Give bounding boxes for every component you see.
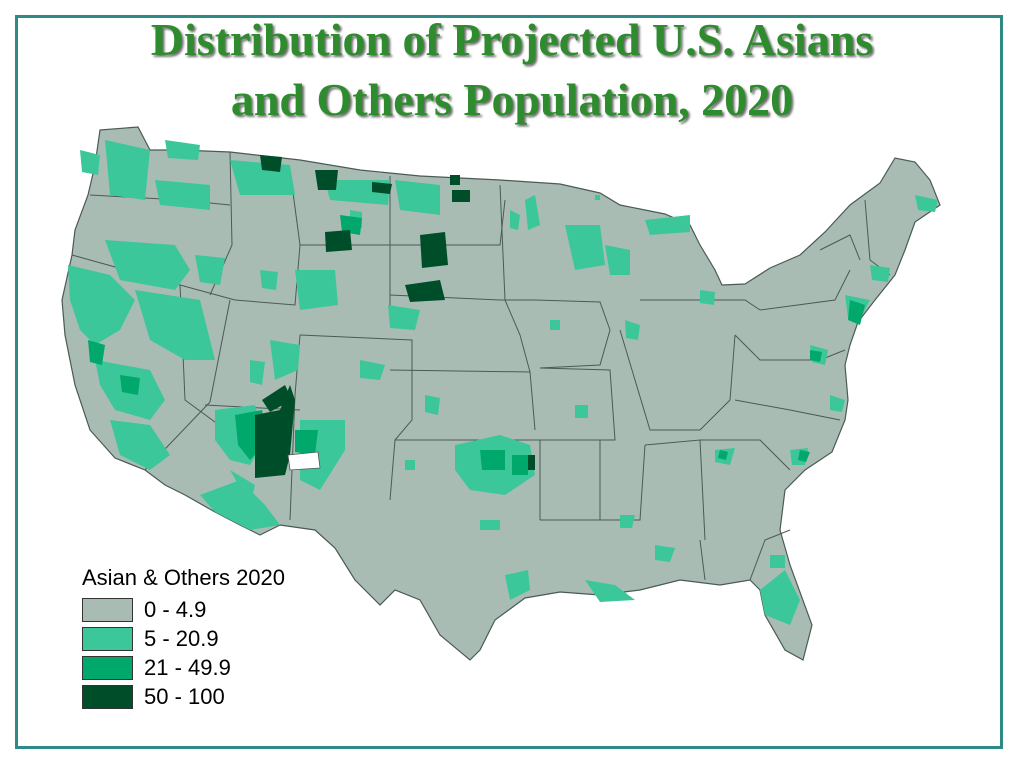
county-region (295, 430, 318, 455)
county-region (340, 215, 362, 235)
county-region (625, 320, 640, 340)
county-region (798, 450, 810, 462)
legend-swatch (82, 597, 133, 622)
legend-label: 5 - 20.9 (144, 625, 219, 651)
county-region (200, 480, 280, 530)
us-outline (61, 126, 941, 661)
county-region (360, 360, 385, 380)
county-region (645, 215, 690, 235)
title-line-2: and Others Population, 2020 (230, 74, 794, 125)
legend-title: Asian & Others 2020 (82, 565, 286, 590)
legend-item: 0 - 4.9 (82, 595, 285, 624)
county-region (810, 350, 822, 362)
county-region (718, 450, 728, 460)
county-region (480, 520, 500, 530)
legend-item: 21 - 49.9 (82, 653, 285, 682)
legend-label: 0 - 4.9 (144, 596, 207, 622)
county-region (512, 455, 528, 475)
county-region (195, 255, 225, 285)
legend-label: 50 - 100 (144, 683, 225, 709)
legend-swatch (82, 655, 133, 680)
legend-item: 5 - 20.9 (82, 624, 285, 653)
map-title: Distribution of Projected U.S. Asians an… (0, 10, 1024, 130)
county-region (425, 395, 440, 415)
counties-50-100 (255, 155, 535, 478)
county-region (68, 265, 135, 345)
county-region (315, 170, 338, 190)
county-region (620, 515, 635, 528)
county-region (830, 395, 845, 412)
county-region (325, 230, 352, 252)
county-region (395, 180, 440, 215)
county-region (105, 240, 190, 290)
county-region (260, 270, 278, 290)
county-region (655, 545, 675, 562)
county-region (770, 555, 785, 568)
legend-swatch (82, 626, 133, 651)
county-region (250, 360, 265, 385)
county-region (510, 210, 520, 230)
map-legend: Asian & Others 2020 0 - 4.9 5 - 20.9 21 … (82, 565, 285, 711)
county-region (528, 455, 535, 470)
county-region (110, 420, 170, 470)
county-region (452, 190, 470, 202)
county-region (105, 140, 150, 200)
county-region (88, 340, 105, 365)
county-region (295, 270, 338, 310)
county-region (760, 570, 800, 625)
county-region (420, 232, 448, 268)
county-region (260, 155, 282, 172)
county-region (700, 290, 715, 305)
county-region (165, 140, 200, 160)
county-region (405, 460, 415, 470)
no-data-area (287, 451, 321, 471)
county-region (262, 385, 292, 412)
county-region (480, 450, 505, 470)
county-region (230, 470, 255, 505)
title-line-1: Distribution of Projected U.S. Asians (150, 14, 874, 65)
county-region (585, 580, 635, 602)
county-region (595, 195, 600, 200)
county-region (80, 150, 100, 175)
county-region (270, 340, 300, 380)
county-region (372, 182, 392, 194)
county-region (120, 375, 140, 395)
county-region (135, 290, 215, 360)
county-region (505, 570, 530, 600)
county-region (565, 225, 605, 270)
county-region (870, 265, 890, 282)
county-region (915, 195, 938, 212)
county-region (525, 195, 540, 230)
county-region (848, 300, 865, 325)
county-region (605, 245, 630, 275)
county-region (450, 175, 460, 185)
county-region (575, 405, 588, 418)
county-region (388, 305, 420, 330)
county-region (550, 320, 560, 330)
legend-item: 50 - 100 (82, 682, 285, 711)
county-region (255, 385, 295, 478)
county-region (405, 280, 445, 302)
legend-swatch (82, 684, 133, 709)
county-region (155, 180, 210, 210)
legend-label: 21 - 49.9 (144, 654, 231, 680)
